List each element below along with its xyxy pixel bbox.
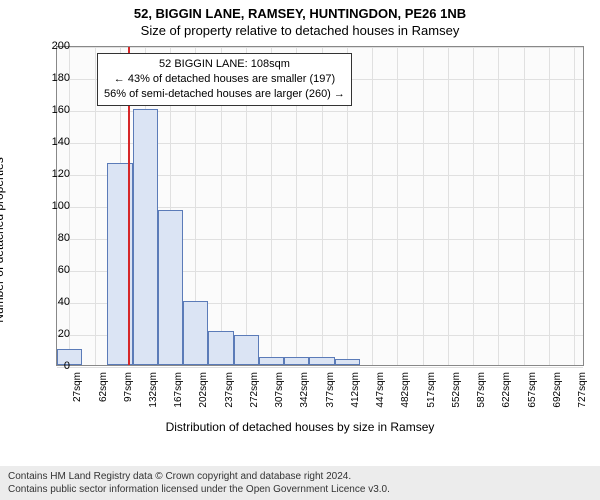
footer-attribution: Contains HM Land Registry data © Crown c… <box>0 466 600 500</box>
histogram-bar <box>284 357 309 365</box>
y-tick-label: 40 <box>40 296 70 308</box>
x-tick-label: 552sqm <box>451 372 462 408</box>
x-tick-label: 27sqm <box>72 372 83 402</box>
x-tick-label: 97sqm <box>123 372 134 402</box>
gridline-v <box>549 47 550 365</box>
x-axis-label: Distribution of detached houses by size … <box>0 420 600 434</box>
histogram-bar <box>158 210 183 365</box>
x-tick-label: 517sqm <box>426 372 437 408</box>
x-tick-label: 167sqm <box>173 372 184 408</box>
y-tick-label: 140 <box>40 136 70 148</box>
x-tick-label: 412sqm <box>350 372 361 408</box>
gridline-v <box>524 47 525 365</box>
histogram-bar <box>259 357 284 365</box>
gridline-v <box>423 47 424 365</box>
x-tick-label: 587sqm <box>476 372 487 408</box>
x-tick-label: 237sqm <box>224 372 235 408</box>
annotation-line-1: 52 BIGGIN LANE: 108sqm <box>104 57 345 72</box>
histogram-bar <box>133 109 158 365</box>
histogram-bar <box>234 335 259 365</box>
y-tick-label: 120 <box>40 168 70 180</box>
x-tick-label: 307sqm <box>274 372 285 408</box>
x-tick-label: 657sqm <box>527 372 538 408</box>
x-tick-label: 62sqm <box>98 372 109 402</box>
y-tick-label: 80 <box>40 232 70 244</box>
gridline-v <box>372 47 373 365</box>
page-title-address: 52, BIGGIN LANE, RAMSEY, HUNTINGDON, PE2… <box>0 0 600 21</box>
x-tick-label: 622sqm <box>501 372 512 408</box>
page-title-desc: Size of property relative to detached ho… <box>0 21 600 42</box>
y-tick-label: 180 <box>40 72 70 84</box>
x-tick-label: 202sqm <box>198 372 209 408</box>
gridline-v <box>397 47 398 365</box>
histogram-bar <box>335 359 360 365</box>
annotation-box: 52 BIGGIN LANE: 108sqm ← 43% of detached… <box>97 53 352 106</box>
gridline-v <box>473 47 474 365</box>
x-tick-label: 342sqm <box>299 372 310 408</box>
y-tick-label: 0 <box>40 360 70 372</box>
gridline-v <box>574 47 575 365</box>
x-tick-label: 447sqm <box>375 372 386 408</box>
gridline-v <box>498 47 499 365</box>
x-tick-label: 272sqm <box>249 372 260 408</box>
x-tick-label: 132sqm <box>148 372 159 408</box>
histogram-bar <box>183 301 208 365</box>
y-tick-label: 160 <box>40 104 70 116</box>
footer-line-1: Contains HM Land Registry data © Crown c… <box>8 470 592 483</box>
x-tick-label: 377sqm <box>325 372 336 408</box>
x-tick-label: 482sqm <box>400 372 411 408</box>
y-tick-label: 200 <box>40 40 70 52</box>
y-tick-label: 20 <box>40 328 70 340</box>
annotation-line-3: 56% of semi-detached houses are larger (… <box>104 87 345 102</box>
histogram-bar <box>208 331 233 365</box>
histogram-bar <box>309 357 334 365</box>
gridline-h <box>57 367 583 368</box>
x-tick-label: 727sqm <box>577 372 588 408</box>
gridline-v <box>448 47 449 365</box>
gridline-h <box>57 47 583 48</box>
annotation-line-2: ← 43% of detached houses are smaller (19… <box>104 72 345 87</box>
chart-container: Number of detached properties 52 BIGGIN … <box>0 40 600 440</box>
gridline-v <box>95 47 96 365</box>
plot-area: 52 BIGGIN LANE: 108sqm ← 43% of detached… <box>56 46 584 366</box>
footer-line-2: Contains public sector information licen… <box>8 483 592 496</box>
x-tick-label: 692sqm <box>552 372 563 408</box>
y-tick-label: 60 <box>40 264 70 276</box>
y-tick-label: 100 <box>40 200 70 212</box>
